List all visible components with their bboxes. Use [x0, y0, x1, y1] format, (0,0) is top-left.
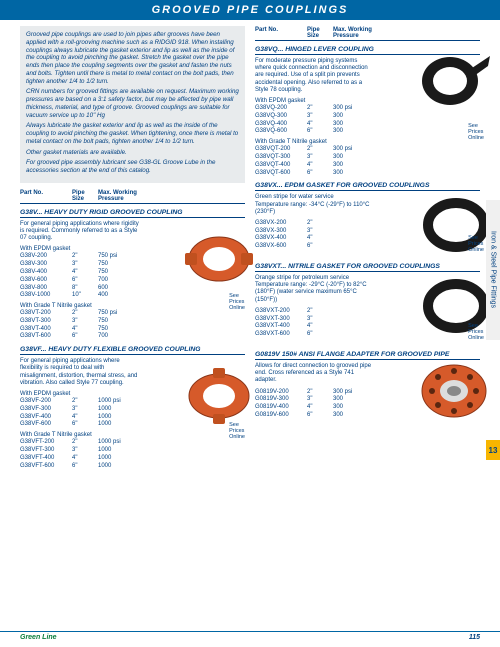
g38vq-sub2: With Grade T Nitrile gasket: [255, 139, 480, 145]
th-pressure: Max. Working Pressure: [333, 27, 383, 39]
table-row: G38VT-6006"700: [20, 333, 245, 341]
table-row: G38VT-3003"750: [20, 318, 245, 326]
table-row: G38VQT-4004"300: [255, 162, 480, 170]
see-prices: See Prices Online: [468, 323, 484, 341]
page-footer: Green Line 115: [0, 631, 500, 643]
table-header-right: Part No. Pipe Size Max. Working Pressure: [255, 26, 480, 41]
table-row: G38VT-4004"750: [20, 326, 245, 334]
g38vq-desc: For moderate pressure piping systems whe…: [255, 58, 375, 94]
left-column: Grooved pipe couplings are used to join …: [20, 26, 245, 470]
page-content: Grooved pipe couplings are used to join …: [0, 20, 500, 470]
g38v-title: G38V... HEAVY DUTY RIGID GROOVED COUPLIN…: [20, 209, 245, 218]
section-g38vf: G38VF... HEAVY DUTY FLEXIBLE GROOVED COU…: [20, 346, 245, 470]
see-prices: See Prices Online: [468, 235, 484, 253]
g38v-rows2: G38VT-2002"750 psiG38VT-3003"750G38VT-40…: [20, 310, 245, 341]
g38vf-title: G38VF... HEAVY DUTY FLEXIBLE GROOVED COU…: [20, 346, 245, 355]
g38vf-sub2: With Grade T Nitrile gasket: [20, 432, 245, 438]
g38v-desc: For general piping applications where ri…: [20, 221, 140, 243]
g38vxt-title: G38VXT... NITRILE GASKET FOR GROOVED COU…: [255, 263, 480, 272]
page-header: GROOVED PIPE COUPLINGS: [0, 0, 500, 20]
intro-p2: CRN numbers for grooved fittings are ava…: [26, 88, 239, 119]
table-row: G38VQT-3003"300: [255, 154, 480, 162]
table-header-left: Part No. Pipe Size Max. Working Pressure: [20, 189, 245, 204]
table-row: G38VQ-6006"300: [255, 128, 480, 136]
section-g38vx: G38VX... EPDM GASKET FOR GROOVED COUPLIN…: [255, 182, 480, 251]
th-pressure: Max. Working Pressure: [98, 190, 148, 202]
footer-page-number: 115: [469, 634, 480, 641]
table-row: G38V-100010"400: [20, 292, 245, 300]
g38vf-desc: For general piping applications where fl…: [20, 358, 140, 387]
g38vx-desc: Green stripe for water service Temperatu…: [255, 194, 375, 216]
g38vx-title: G38VX... EPDM GASKET FOR GROOVED COUPLIN…: [255, 182, 480, 191]
right-column: Part No. Pipe Size Max. Working Pressure…: [255, 26, 480, 470]
see-prices: See Prices Online: [229, 422, 245, 440]
footer-brand: Green Line: [20, 634, 57, 641]
side-tab-number: 13: [486, 440, 500, 460]
intro-box: Grooved pipe couplings are used to join …: [20, 26, 245, 183]
th-size: Pipe Size: [72, 190, 98, 202]
g0819v-title: G0819V 150# ANSI FLANGE ADAPTER FOR GROO…: [255, 351, 480, 360]
intro-p5: For grooved pipe assembly lubricant see …: [26, 159, 239, 175]
rigid-coupling-icon: [183, 229, 255, 291]
intro-p4: Other gasket materials are available.: [26, 149, 239, 157]
see-prices: See Prices Online: [229, 293, 245, 311]
g0819v-desc: Allows for direct connection to grooved …: [255, 363, 375, 385]
hinged-coupling-icon: [414, 46, 492, 118]
flex-coupling-icon: [183, 366, 255, 428]
side-tab-label: Iron & Steel Pipe Fittings: [486, 200, 500, 340]
g38vq-rows2: G38VQT-2002"300 psiG38VQT-3003"300G38VQT…: [255, 146, 480, 177]
see-prices: See Prices Online: [468, 123, 484, 141]
section-g38v: G38V... HEAVY DUTY RIGID GROOVED COUPLIN…: [20, 209, 245, 342]
table-row: G38VQT-2002"300 psi: [255, 146, 480, 154]
table-row: G38VFT-4004"1000: [20, 455, 245, 463]
th-size: Pipe Size: [307, 27, 333, 39]
g38v-sub2: With Grade T Nitrile gasket: [20, 303, 245, 309]
table-row: G38VT-2002"750 psi: [20, 310, 245, 318]
section-g38vxt: G38VXT... NITRILE GASKET FOR GROOVED COU…: [255, 263, 480, 339]
g38vxt-desc: Orange stripe for petroleum service Temp…: [255, 275, 375, 304]
g38vf-rows2: G38VFT-2002"1000 psiG38VFT-3003"1000G38V…: [20, 439, 245, 470]
flange-adapter-icon: [418, 361, 490, 423]
intro-p3: Always lubricate the gasket exterior and…: [26, 122, 239, 145]
section-g38vq: G38VQ... HINGED LEVER COUPLING For moder…: [255, 46, 480, 177]
table-row: G38VQT-6006"300: [255, 170, 480, 178]
table-row: G38VFT-3003"1000: [20, 447, 245, 455]
section-g0819v: G0819V 150# ANSI FLANGE ADAPTER FOR GROO…: [255, 351, 480, 420]
table-row: G38VFT-2002"1000 psi: [20, 439, 245, 447]
intro-p1: Grooved pipe couplings are used to join …: [26, 31, 239, 85]
th-partno: Part No.: [255, 27, 307, 39]
th-partno: Part No.: [20, 190, 72, 202]
table-row: G38VFT-6006"1000: [20, 463, 245, 471]
table-row: G38VQ-4004"300: [255, 121, 480, 129]
